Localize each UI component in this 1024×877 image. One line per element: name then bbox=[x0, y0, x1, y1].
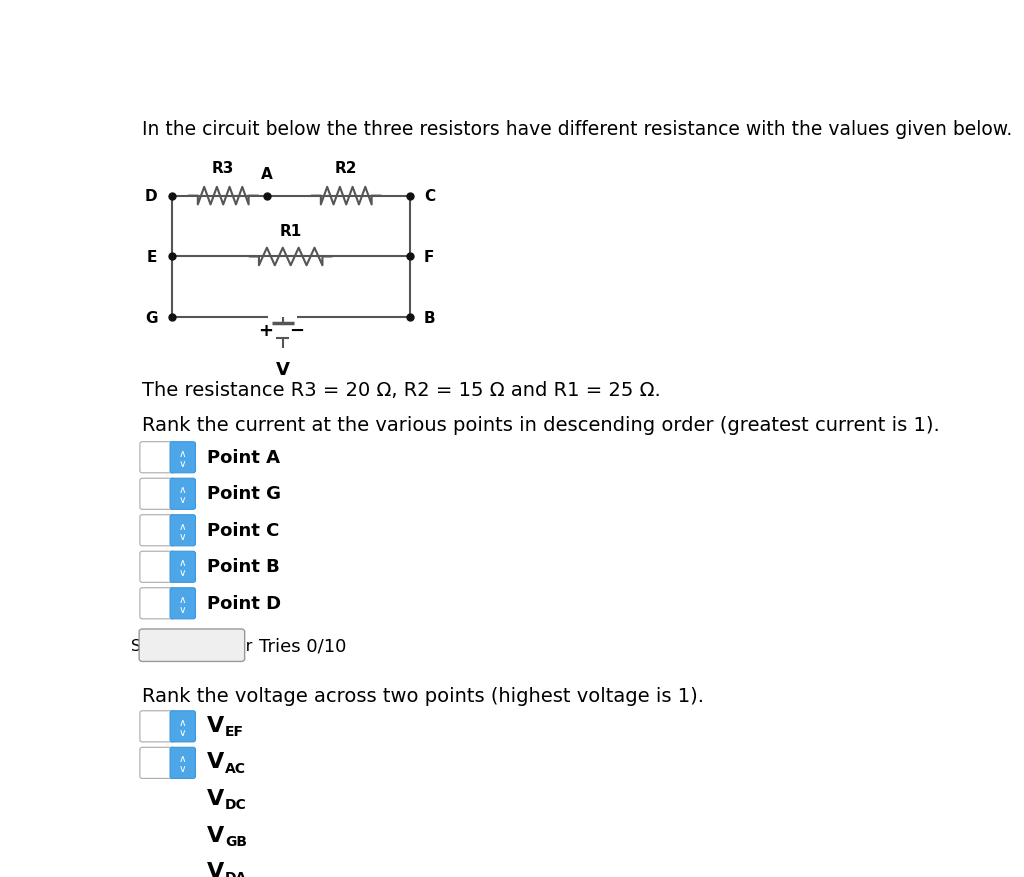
Text: ∧: ∧ bbox=[179, 594, 186, 604]
Text: Point C: Point C bbox=[207, 521, 280, 539]
Text: ∧: ∧ bbox=[179, 484, 186, 495]
FancyBboxPatch shape bbox=[170, 820, 196, 852]
Text: ∨: ∨ bbox=[179, 727, 186, 737]
Text: Submit Answer: Submit Answer bbox=[131, 638, 253, 653]
FancyBboxPatch shape bbox=[140, 552, 175, 582]
FancyBboxPatch shape bbox=[170, 479, 196, 510]
Text: V: V bbox=[207, 861, 224, 877]
Text: V: V bbox=[207, 715, 224, 735]
Text: DC: DC bbox=[225, 797, 247, 811]
Text: Point A: Point A bbox=[207, 448, 281, 466]
Text: R2: R2 bbox=[335, 161, 357, 176]
FancyBboxPatch shape bbox=[170, 442, 196, 474]
Text: ∨: ∨ bbox=[179, 495, 186, 504]
Text: F: F bbox=[424, 250, 434, 265]
Text: Rank the current at the various points in descending order (greatest current is : Rank the current at the various points i… bbox=[142, 416, 940, 435]
Text: Point B: Point B bbox=[207, 558, 281, 575]
Text: Point G: Point G bbox=[207, 484, 282, 503]
Text: Rank the voltage across two points (highest voltage is 1).: Rank the voltage across two points (high… bbox=[142, 686, 705, 705]
FancyBboxPatch shape bbox=[139, 630, 245, 661]
Text: ∧: ∧ bbox=[179, 521, 186, 531]
Text: GB: GB bbox=[225, 834, 247, 848]
FancyBboxPatch shape bbox=[140, 442, 175, 474]
Text: D: D bbox=[144, 189, 158, 203]
Text: ∧: ∧ bbox=[179, 863, 186, 873]
Text: ∧: ∧ bbox=[179, 448, 186, 458]
Text: The resistance R3 = 20 Ω, R2 = 15 Ω and R1 = 25 Ω.: The resistance R3 = 20 Ω, R2 = 15 Ω and … bbox=[142, 381, 662, 400]
Text: E: E bbox=[147, 250, 158, 265]
Text: DA: DA bbox=[225, 870, 247, 877]
Text: V: V bbox=[275, 360, 290, 379]
FancyBboxPatch shape bbox=[140, 588, 175, 619]
Text: ∧: ∧ bbox=[179, 826, 186, 836]
Text: A: A bbox=[261, 167, 272, 182]
FancyBboxPatch shape bbox=[170, 515, 196, 546]
Text: V: V bbox=[207, 752, 224, 772]
Text: ∨: ∨ bbox=[179, 604, 186, 614]
Text: R1: R1 bbox=[280, 224, 302, 239]
Text: V: V bbox=[207, 824, 224, 845]
Text: In the circuit below the three resistors have different resistance with the valu: In the circuit below the three resistors… bbox=[142, 120, 1013, 139]
Text: −: − bbox=[290, 322, 304, 339]
FancyBboxPatch shape bbox=[140, 784, 175, 815]
Text: ∧: ∧ bbox=[179, 753, 186, 763]
Text: G: G bbox=[144, 310, 158, 325]
Text: ∨: ∨ bbox=[179, 567, 186, 578]
Text: ∧: ∧ bbox=[179, 717, 186, 727]
Text: Point D: Point D bbox=[207, 594, 282, 612]
FancyBboxPatch shape bbox=[170, 588, 196, 619]
Text: ∨: ∨ bbox=[179, 873, 186, 877]
Text: AC: AC bbox=[225, 760, 246, 774]
FancyBboxPatch shape bbox=[140, 820, 175, 852]
FancyBboxPatch shape bbox=[140, 515, 175, 546]
Text: V: V bbox=[207, 788, 224, 808]
Text: Tries 0/10: Tries 0/10 bbox=[259, 637, 346, 654]
Text: ∨: ∨ bbox=[179, 458, 186, 468]
FancyBboxPatch shape bbox=[170, 784, 196, 815]
Text: ∧: ∧ bbox=[179, 558, 186, 567]
FancyBboxPatch shape bbox=[170, 711, 196, 742]
FancyBboxPatch shape bbox=[170, 552, 196, 582]
FancyBboxPatch shape bbox=[170, 857, 196, 877]
Text: ∨: ∨ bbox=[179, 837, 186, 846]
Text: ∨: ∨ bbox=[179, 800, 186, 809]
Text: B: B bbox=[424, 310, 435, 325]
Text: C: C bbox=[424, 189, 435, 203]
Text: +: + bbox=[258, 322, 272, 339]
FancyBboxPatch shape bbox=[140, 479, 175, 510]
Text: ∨: ∨ bbox=[179, 531, 186, 541]
FancyBboxPatch shape bbox=[140, 857, 175, 877]
FancyBboxPatch shape bbox=[140, 711, 175, 742]
FancyBboxPatch shape bbox=[170, 747, 196, 779]
FancyBboxPatch shape bbox=[140, 747, 175, 779]
Text: ∨: ∨ bbox=[179, 763, 186, 774]
Text: ∧: ∧ bbox=[179, 789, 186, 800]
Text: EF: EF bbox=[225, 724, 244, 738]
Text: R3: R3 bbox=[212, 161, 234, 176]
